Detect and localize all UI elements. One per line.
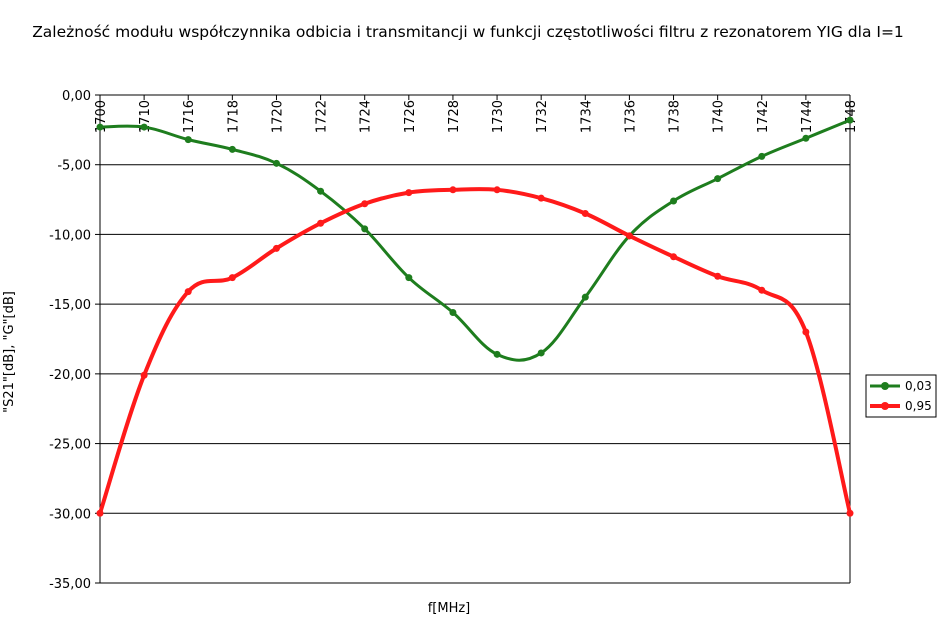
series-2 bbox=[96, 186, 854, 517]
data-point bbox=[493, 186, 501, 194]
x-tick-label: 1736 bbox=[623, 100, 638, 133]
y-tick-label: -10,00 bbox=[49, 228, 91, 243]
data-point bbox=[140, 371, 148, 379]
chart-title: Zależność modułu współczynnika odbicia i… bbox=[32, 23, 904, 41]
y-axis-title: "S21"[dB], "G"[dB] bbox=[2, 291, 17, 413]
data-point bbox=[537, 349, 545, 357]
x-tick-label: 1722 bbox=[315, 100, 330, 133]
data-point bbox=[184, 288, 192, 296]
data-point bbox=[758, 152, 766, 160]
data-point bbox=[272, 244, 280, 252]
series-1 bbox=[96, 116, 854, 362]
x-axis-title: f[MHz] bbox=[428, 601, 471, 616]
x-tick-label: 1716 bbox=[182, 100, 197, 133]
y-tick-label: -25,00 bbox=[49, 438, 91, 453]
data-point bbox=[96, 509, 104, 517]
data-point bbox=[758, 286, 766, 294]
data-point bbox=[846, 116, 854, 124]
legend-marker bbox=[881, 382, 889, 390]
x-tick-label: 1732 bbox=[535, 100, 550, 133]
data-point bbox=[581, 210, 589, 218]
axes bbox=[95, 94, 851, 584]
series-lines bbox=[96, 116, 854, 517]
data-point bbox=[96, 123, 104, 131]
data-point bbox=[846, 509, 854, 517]
data-point bbox=[361, 200, 369, 208]
x-tick-label: 1724 bbox=[359, 100, 374, 133]
data-point bbox=[537, 194, 545, 202]
data-point bbox=[714, 175, 722, 183]
y-tick-label: -30,00 bbox=[49, 507, 91, 522]
series-line bbox=[98, 187, 852, 516]
data-point bbox=[317, 187, 325, 195]
x-tick-labels: 1700 1710 1716 1718 1720 1722 1724 1726 1728 1730… bbox=[94, 100, 859, 133]
x-tick-label: 1730 bbox=[491, 100, 506, 133]
data-point bbox=[140, 123, 148, 131]
x-tick-label: 1742 bbox=[756, 100, 771, 133]
legend-label: 0,03 bbox=[905, 379, 932, 393]
data-point bbox=[625, 232, 633, 240]
data-point bbox=[670, 253, 678, 261]
data-point bbox=[272, 159, 280, 167]
x-tick-label: 1720 bbox=[270, 100, 285, 133]
series-line bbox=[98, 118, 852, 362]
x-tick-label: 1744 bbox=[800, 100, 815, 133]
legend-marker bbox=[881, 402, 889, 410]
x-tick-label: 1728 bbox=[447, 100, 462, 133]
data-point bbox=[449, 309, 457, 317]
data-point bbox=[228, 274, 236, 282]
legend: 0,03 0,95 bbox=[865, 374, 937, 418]
data-point bbox=[714, 272, 722, 280]
data-point bbox=[802, 134, 810, 142]
y-tick-labels: 0,00 -5,00 -10,00 -15,00 -20,00 -25,00 -30,00 -… bbox=[49, 89, 91, 592]
y-tick-label: 0,00 bbox=[62, 89, 91, 104]
data-point bbox=[361, 225, 369, 233]
y-tick-label: -15,00 bbox=[49, 298, 91, 313]
y-tick-label: -35,00 bbox=[49, 577, 91, 592]
data-point bbox=[581, 293, 589, 301]
data-point bbox=[405, 274, 413, 282]
data-point bbox=[317, 219, 325, 227]
legend-label: 0,95 bbox=[905, 399, 932, 413]
x-tick-label: 1718 bbox=[226, 100, 241, 133]
data-point bbox=[493, 350, 501, 358]
x-tick-label: 1738 bbox=[668, 100, 683, 133]
x-tick-label: 1748 bbox=[844, 100, 859, 133]
grid-lines bbox=[100, 94, 850, 584]
y-tick-label: -5,00 bbox=[57, 159, 91, 174]
x-tick-label: 1726 bbox=[403, 100, 418, 133]
x-tick-label: 1740 bbox=[712, 100, 727, 133]
data-point bbox=[670, 197, 678, 205]
data-point bbox=[184, 136, 192, 144]
data-point bbox=[405, 189, 413, 197]
data-point bbox=[228, 145, 236, 153]
legend-box bbox=[865, 374, 937, 418]
y-tick-label: -20,00 bbox=[49, 368, 91, 383]
data-point bbox=[802, 328, 810, 336]
x-tick-label: 1734 bbox=[579, 100, 594, 133]
data-point bbox=[449, 186, 457, 194]
